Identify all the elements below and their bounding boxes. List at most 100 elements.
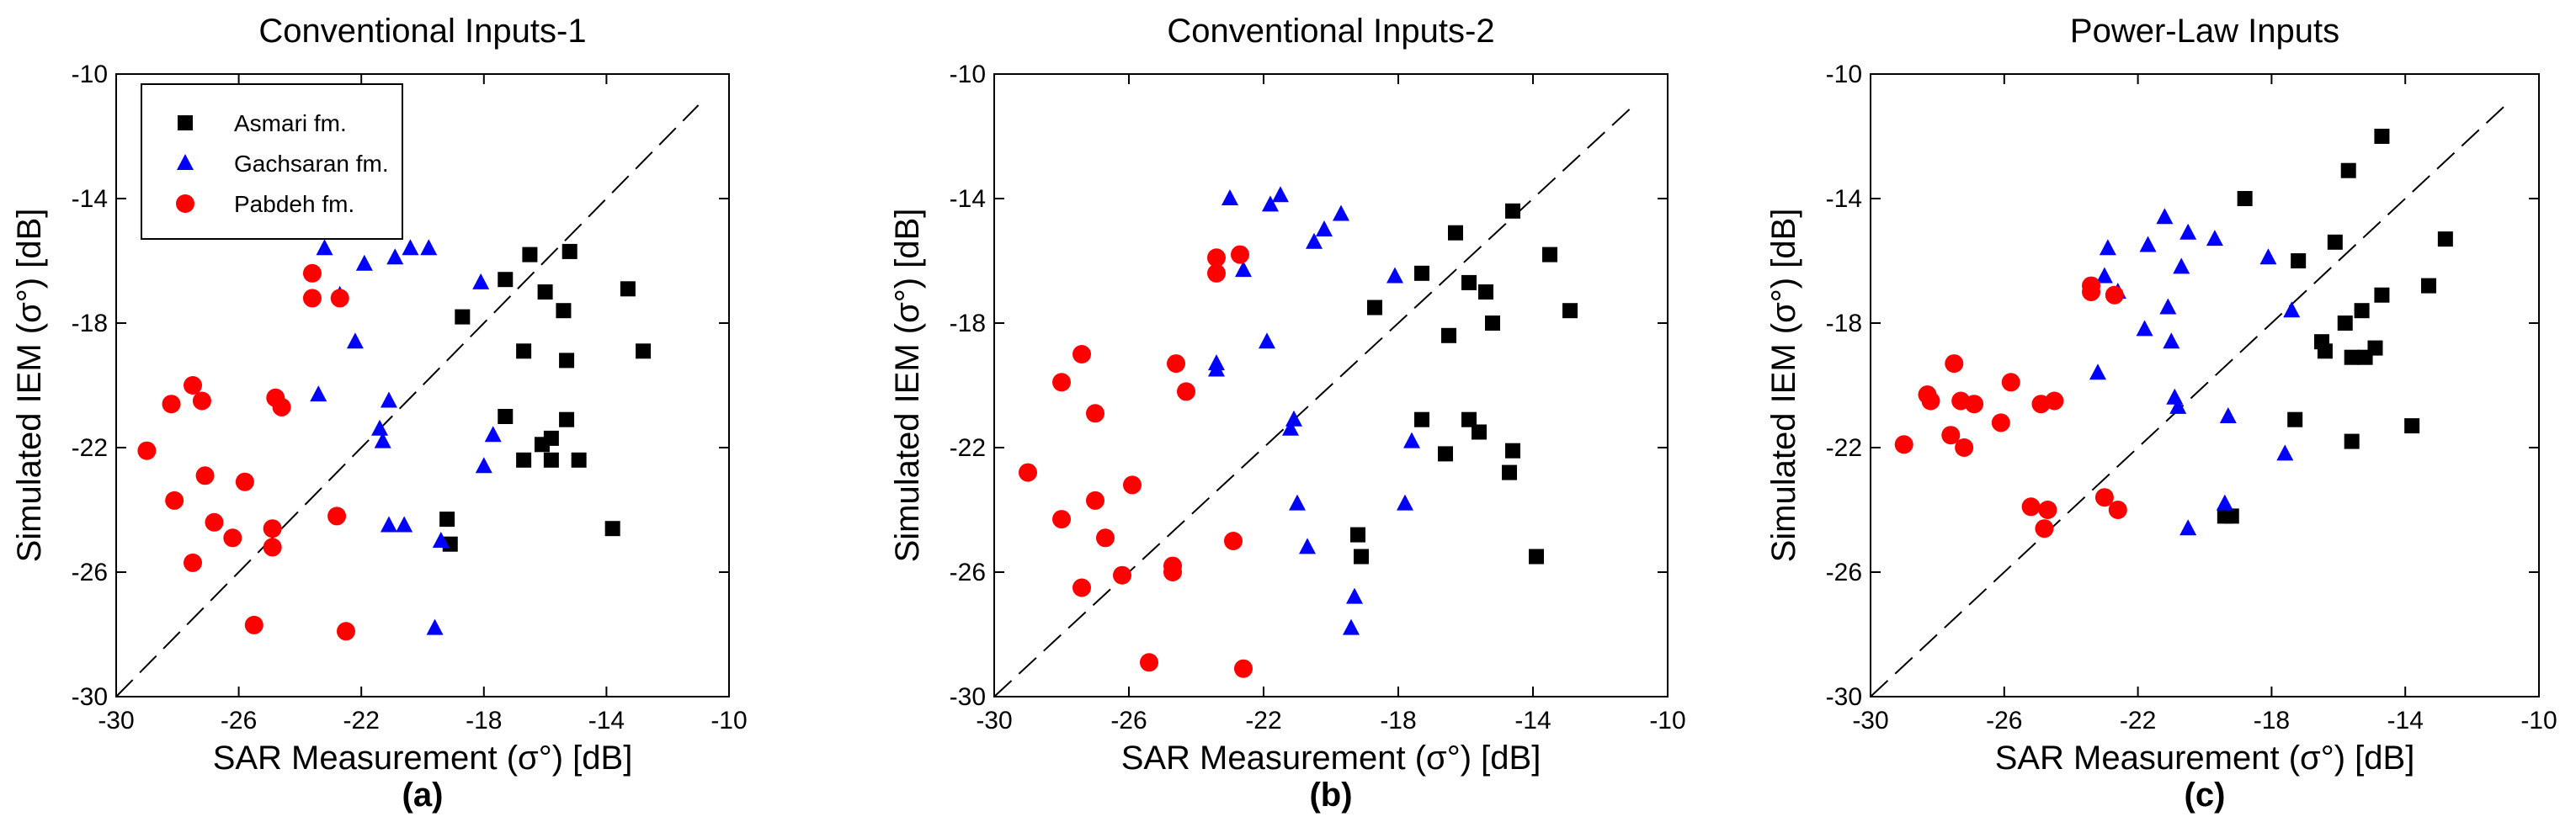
x-tick-label: -18	[2254, 707, 2290, 735]
data-point	[2237, 191, 2253, 206]
y-tick-label: -26	[950, 559, 986, 586]
data-point	[1096, 528, 1115, 548]
data-point	[1316, 220, 1333, 236]
data-point	[562, 243, 577, 259]
plot-frame	[1870, 73, 2540, 697]
data-point	[1955, 438, 1974, 457]
y-tick-label: -30	[1826, 683, 1862, 711]
data-point	[1461, 411, 1477, 427]
x-tick-label: -14	[2387, 707, 2424, 735]
data-point	[223, 528, 242, 548]
y-tick-label: -26	[72, 559, 108, 586]
series-asmari-fm	[2217, 129, 2453, 524]
x-tick-label: -18	[466, 707, 502, 735]
data-point	[1354, 549, 1369, 565]
data-point	[1167, 354, 1185, 374]
data-point	[380, 516, 397, 533]
y-tick-label: -30	[950, 683, 986, 711]
data-point	[1231, 245, 1249, 264]
data-point	[2404, 418, 2420, 434]
data-point	[1505, 443, 1520, 459]
data-point	[543, 452, 559, 468]
y-tick-label: -14	[950, 185, 986, 213]
data-point	[2035, 519, 2054, 538]
data-point	[2166, 388, 2184, 405]
data-point	[1414, 265, 1429, 281]
data-point	[1562, 303, 1578, 319]
data-point	[472, 273, 490, 289]
data-point	[205, 512, 224, 532]
data-point	[1403, 432, 1420, 448]
data-point	[2259, 248, 2277, 265]
x-tick-label: -22	[2120, 707, 2156, 735]
data-point	[604, 521, 620, 537]
one-to-one-line	[1870, 104, 2506, 697]
data-point	[327, 507, 347, 526]
data-point	[380, 391, 397, 408]
series-asmari-fm	[439, 243, 652, 552]
data-point	[337, 622, 355, 641]
data-point	[2095, 267, 2113, 284]
data-point	[522, 247, 538, 263]
chart-title: Conventional Inputs-2	[1167, 13, 1494, 50]
data-point	[1386, 267, 1403, 284]
data-point	[537, 284, 553, 300]
data-point	[1478, 284, 1493, 300]
data-point	[2031, 395, 2051, 414]
data-point	[1019, 463, 1037, 482]
data-point	[137, 441, 157, 460]
plot-frame	[115, 73, 730, 697]
x-axis-label: SAR Measurement (σ°) [dB]	[1121, 740, 1541, 777]
data-point	[1086, 404, 1104, 423]
data-point	[2099, 239, 2116, 256]
data-point	[2173, 257, 2190, 274]
data-point	[498, 272, 514, 288]
data-point	[396, 516, 413, 533]
data-point	[1272, 186, 1289, 203]
data-point	[1072, 578, 1091, 597]
data-point	[484, 426, 502, 443]
data-point	[2344, 349, 2360, 365]
data-point	[1163, 563, 1182, 581]
data-point	[420, 239, 438, 256]
data-point	[1299, 538, 1316, 554]
data-point	[1262, 195, 1279, 212]
x-tick-label: -30	[976, 707, 1012, 735]
data-point	[1235, 261, 1252, 278]
data-point	[1207, 248, 1226, 268]
data-point	[2340, 162, 2356, 178]
y-axis-label: Simulated IEM (σ°) [dB]	[889, 209, 926, 563]
data-point	[1208, 360, 1225, 377]
data-point	[2094, 488, 2114, 507]
chart-title: Power-Law Inputs	[2070, 13, 2339, 50]
data-point	[2420, 278, 2436, 294]
data-point	[1921, 391, 1940, 411]
data-point	[2276, 444, 2294, 461]
y-tick-label: -22	[950, 434, 986, 462]
data-point	[2219, 407, 2237, 423]
legend-marker	[178, 115, 193, 130]
data-point	[2354, 303, 2370, 319]
series-pabdeh-fm	[137, 263, 355, 641]
data-point	[1485, 316, 1500, 331]
y-axis-label: Simulated IEM (σ°) [dB]	[1765, 209, 1802, 563]
data-point	[371, 419, 389, 436]
legend-label: Gachsaran fm.	[234, 151, 389, 177]
data-point	[2287, 411, 2303, 427]
data-point	[2179, 223, 2197, 240]
data-point	[1965, 395, 1984, 414]
data-point	[263, 519, 282, 538]
data-point	[1542, 247, 1557, 263]
data-point	[1052, 510, 1071, 529]
data-point	[184, 553, 202, 572]
legend-marker	[176, 194, 194, 213]
data-point	[2105, 285, 2124, 305]
data-point	[498, 409, 514, 424]
data-point	[534, 437, 550, 453]
y-axis-label: Simulated IEM (σ°) [dB]	[11, 209, 48, 563]
data-point	[1221, 189, 1238, 205]
data-point	[402, 239, 419, 256]
data-point	[302, 289, 322, 308]
x-tick-label: -26	[1110, 707, 1147, 735]
